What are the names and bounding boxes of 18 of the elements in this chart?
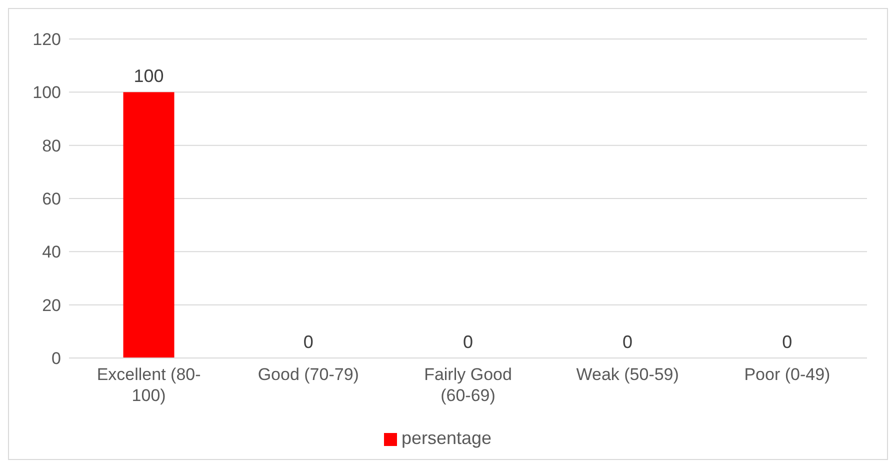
x-tick-label: Excellent (80-100) (96, 365, 201, 405)
y-tick-label: 40 (42, 242, 61, 262)
x-tick-label: Fairly Good (60-69) (424, 365, 512, 405)
y-tick-label: 80 (42, 136, 61, 156)
data-label: 0 (462, 332, 473, 352)
legend-label: persentage (401, 428, 492, 448)
y-tick-label: 20 (42, 296, 61, 315)
y-tick-label: 60 (42, 190, 61, 209)
x-tick-label: Weak (50-59) (576, 365, 679, 384)
x-tick-label: Poor (0-49) (744, 365, 830, 384)
y-tick-label: 120 (32, 30, 61, 50)
y-tick-label: 0 (52, 349, 61, 368)
x-tick-label: Good (70-79) (258, 365, 359, 384)
data-label: 100 (134, 66, 164, 86)
data-label: 0 (303, 332, 314, 352)
data-label: 0 (622, 332, 633, 352)
y-tick-label: 100 (32, 83, 61, 102)
data-label: 0 (782, 332, 792, 352)
